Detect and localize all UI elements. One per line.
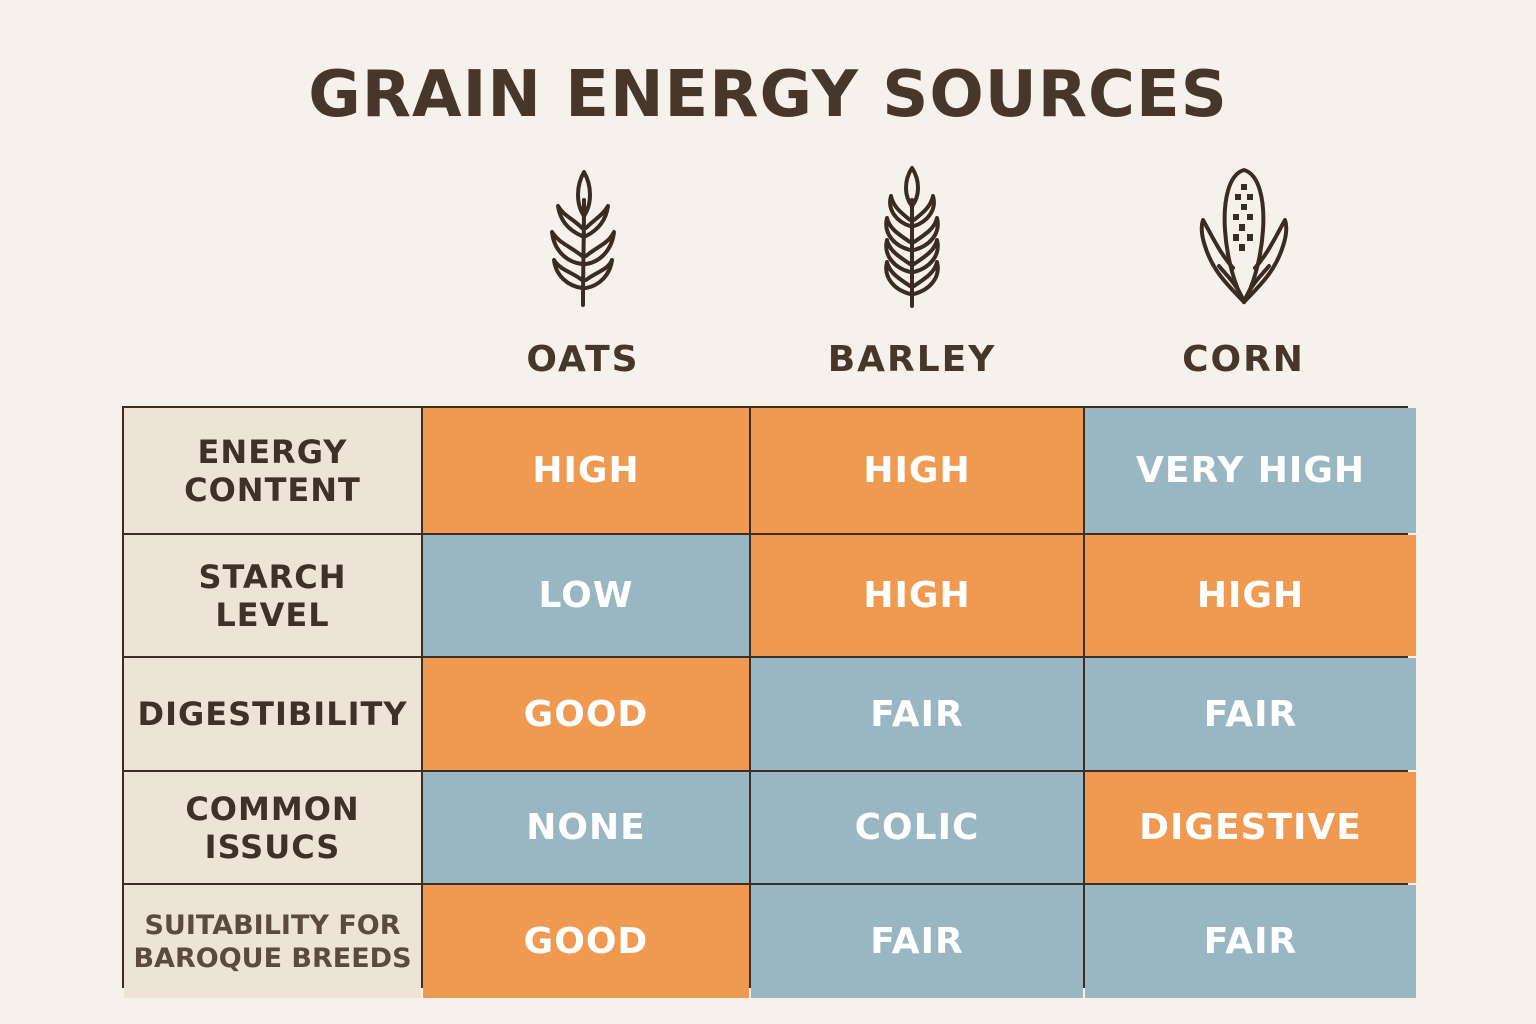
cell-barley-starch: HIGH — [751, 535, 1083, 656]
cell-oats-starch: LOW — [423, 535, 749, 656]
page-title: GRAIN ENERGY SOURCES — [308, 58, 1228, 132]
cell-barley-digestibility: FAIR — [751, 658, 1083, 770]
column-header-corn: CORN — [1078, 160, 1409, 390]
barley-ear-icon — [884, 166, 940, 308]
row-header-common-issues: COMMON ISSUCS — [124, 772, 421, 883]
comparison-table: ENERGY CONTENT HIGH HIGH VERY HIGH STARC… — [122, 406, 1416, 998]
cell-corn-suitability: FAIR — [1085, 885, 1416, 998]
column-label-oats: OATS — [526, 339, 640, 380]
row-header-energy-content: ENERGY CONTENT — [124, 408, 421, 533]
cell-corn-starch: HIGH — [1085, 535, 1416, 656]
column-label-corn: CORN — [1182, 339, 1305, 380]
row-header-digestibility: DIGESTIBILITY — [124, 658, 421, 770]
cell-barley-suitability: FAIR — [751, 885, 1083, 998]
cell-corn-issues: DIGESTIVE — [1085, 772, 1416, 883]
row-header-suitability: SUITABILITY FOR BAROQUE BREEDS — [124, 885, 421, 998]
column-label-barley: BARLEY — [827, 339, 997, 380]
cell-oats-energy: HIGH — [423, 408, 749, 533]
cell-corn-digestibility: FAIR — [1085, 658, 1416, 770]
cell-corn-energy: VERY HIGH — [1085, 408, 1416, 533]
column-header-barley: BARLEY — [746, 160, 1078, 390]
cell-barley-issues: COLIC — [751, 772, 1083, 883]
cell-barley-energy: HIGH — [751, 408, 1083, 533]
cell-oats-issues: NONE — [423, 772, 749, 883]
corn-cob-icon — [1199, 168, 1288, 304]
column-header-oats: OATS — [420, 160, 746, 390]
cell-oats-suitability: GOOD — [423, 885, 749, 998]
oat-sprig-icon — [550, 170, 616, 307]
cell-oats-digestibility: GOOD — [423, 658, 749, 770]
row-header-starch-level: STARCH LEVEL — [124, 535, 421, 656]
